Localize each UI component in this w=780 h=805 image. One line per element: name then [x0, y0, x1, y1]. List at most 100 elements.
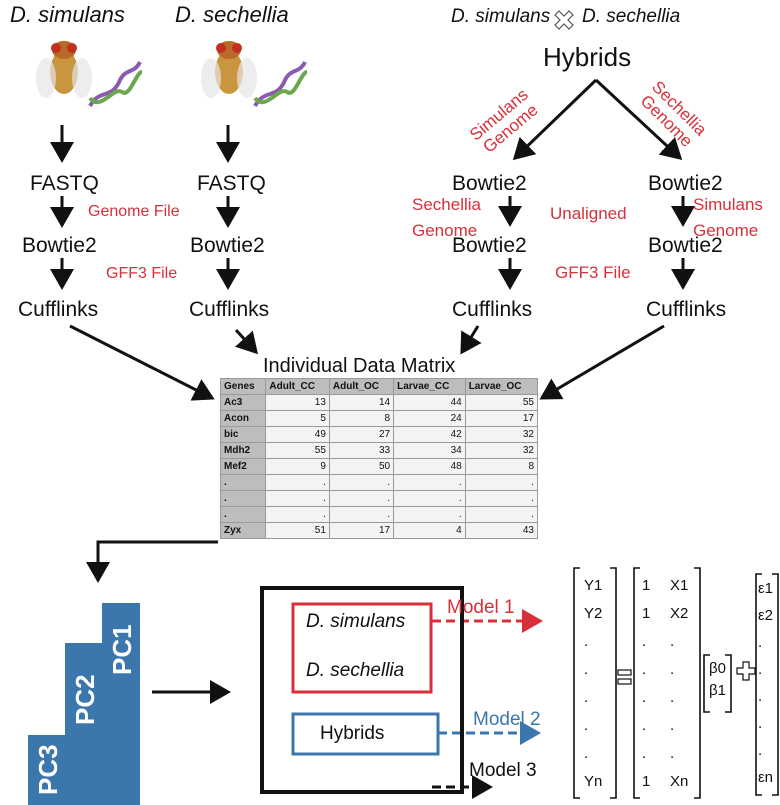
x-predictor-entry: .	[670, 661, 675, 678]
matrix-value-cell: .	[328, 474, 395, 491]
matrix-title: Individual Data Matrix	[263, 355, 456, 377]
arrow-cuff3-to-matrix	[460, 325, 482, 355]
matrix-row: Ac3 13 14 44 55	[219, 394, 539, 411]
matrix-value-cell: 51	[265, 522, 330, 539]
cross-sim-label: D. simulans	[451, 6, 551, 27]
model3-label: Model 3	[469, 760, 537, 781]
bowtie-node-right1b: Bowtie2	[452, 234, 527, 257]
model1-label: Model 1	[447, 597, 515, 618]
box-species	[291, 602, 433, 694]
matrix-header-cell: Larvae_OC	[464, 378, 539, 395]
cufflinks-node-left1: Cufflinks	[18, 298, 99, 321]
matrix-value-cell: 44	[393, 394, 466, 411]
bowtie-node-left1: Bowtie2	[22, 234, 97, 257]
error-vector-entry: .	[758, 634, 763, 651]
matrix-value-cell: 32	[464, 426, 539, 443]
cufflinks-node-left2: Cufflinks	[189, 298, 270, 321]
matrix-row: Acon 5 8 24 17	[219, 410, 539, 427]
gff3-file-label-right: GFF3 File	[555, 263, 631, 282]
y-vector-entry: Y2	[584, 605, 603, 622]
matrix-gene-cell: Acon	[219, 410, 267, 427]
arrow-cuff4-to-matrix	[539, 324, 665, 400]
matrix-value-cell: 8	[464, 458, 539, 475]
matrix-header-cell: Genes	[219, 378, 267, 395]
x-intercept-entry: .	[642, 745, 647, 762]
matrix-header-cell: Adult_CC	[265, 378, 330, 395]
fly-dna-illustration-sim	[36, 41, 143, 108]
models-frame	[260, 586, 464, 794]
bracket-e-left	[755, 573, 762, 796]
y-vector-entry: .	[584, 745, 589, 762]
cufflinks-node-right2: Cufflinks	[646, 298, 727, 321]
matrix-value-cell: 32	[464, 442, 539, 459]
box-sim-label: D. simulans	[306, 611, 406, 632]
matrix-value-cell: 13	[265, 394, 330, 411]
x-intercept-entry: .	[642, 689, 647, 706]
matrix-value-cell: 8	[328, 410, 395, 427]
matrix-row: Zyx 51 17 4 43	[219, 522, 539, 539]
matrix-gene-cell: .	[219, 490, 267, 507]
error-vector-entry: .	[758, 661, 763, 678]
matrix-gene-cell: Zyx	[219, 522, 267, 539]
x-predictor-entry: .	[670, 745, 675, 762]
bowtie-node-left2: Bowtie2	[190, 234, 265, 257]
matrix-gene-cell: .	[219, 506, 267, 523]
bracket-y-left	[573, 567, 580, 799]
matrix-gene-cell: Mdh2	[219, 442, 267, 459]
x-predictor-entry: .	[670, 717, 675, 734]
matrix-value-cell: 14	[328, 394, 395, 411]
pc1-label: PC1	[107, 624, 137, 675]
matrix-value-cell: 49	[265, 426, 330, 443]
matrix-row: bic 49 27 42 32	[219, 426, 539, 443]
fastq-node-left2: FASTQ	[197, 172, 266, 195]
species-sec-label: D. sechellia	[175, 2, 289, 27]
x-predictor-entry: Xn	[670, 773, 689, 790]
x-intercept-entry: .	[642, 717, 647, 734]
matrix-value-cell: .	[464, 474, 539, 491]
matrix-value-cell: 24	[393, 410, 466, 427]
genome-file-label: Genome File	[88, 203, 180, 220]
pc2-bar	[65, 643, 103, 805]
fly-dna-illustration-sec	[201, 41, 308, 108]
beta-vector-entry: β0	[709, 660, 726, 677]
pc3-bar	[28, 735, 66, 805]
matrix-value-cell: .	[265, 506, 330, 523]
arrow-cuff2-to-matrix	[234, 328, 259, 355]
error-vector-entry: .	[758, 715, 763, 732]
x-intercept-entry: 1	[642, 577, 651, 594]
y-vector-entry: Yn	[584, 773, 603, 790]
y-vector-entry: Y1	[584, 577, 603, 594]
matrix-header-cell: Adult_OC	[328, 378, 395, 395]
matrix-value-cell: .	[328, 506, 395, 523]
matrix-value-cell: 17	[328, 522, 395, 539]
matrix-value-cell: 55	[464, 394, 539, 411]
bowtie-node-right2b: Bowtie2	[648, 234, 723, 257]
arrow-cuff1-to-matrix	[69, 324, 215, 401]
matrix-value-cell: 42	[393, 426, 466, 443]
x-intercept-entry: .	[642, 633, 647, 650]
pc2-label: PC2	[70, 674, 100, 725]
matrix-header-row: Genes Adult_CC Adult_OC Larvae_CC Larvae_OC	[219, 378, 539, 395]
equals-sign	[617, 669, 632, 685]
matrix-gene-cell: bic	[219, 426, 267, 443]
matrix-value-cell: 55	[265, 442, 330, 459]
box-hybrids-label: Hybrids	[320, 723, 385, 744]
plus-sign	[736, 661, 756, 681]
y-vector-entry: .	[584, 661, 589, 678]
box-hybrids	[291, 712, 440, 756]
model2-label: Model 2	[473, 709, 541, 730]
error-vector-entry: ε2	[758, 607, 774, 624]
matrix-value-cell: 27	[328, 426, 395, 443]
bracket-y-right	[610, 567, 617, 799]
sechellia-genome-side-label: Sechellia Genome	[412, 195, 481, 240]
matrix-row: .....	[219, 474, 539, 491]
matrix-row: Mdh2 55 33 34 32	[219, 442, 539, 459]
bracket-x-left	[633, 567, 640, 799]
matrix-row: .....	[219, 490, 539, 507]
matrix-value-cell: 17	[464, 410, 539, 427]
arrow-hybrids-to-left	[512, 78, 598, 161]
bowtie-node-right2a: Bowtie2	[648, 172, 723, 195]
error-vector-entry: .	[758, 688, 763, 705]
matrix-value-cell: 34	[393, 442, 466, 459]
matrix-value-cell: .	[265, 474, 330, 491]
